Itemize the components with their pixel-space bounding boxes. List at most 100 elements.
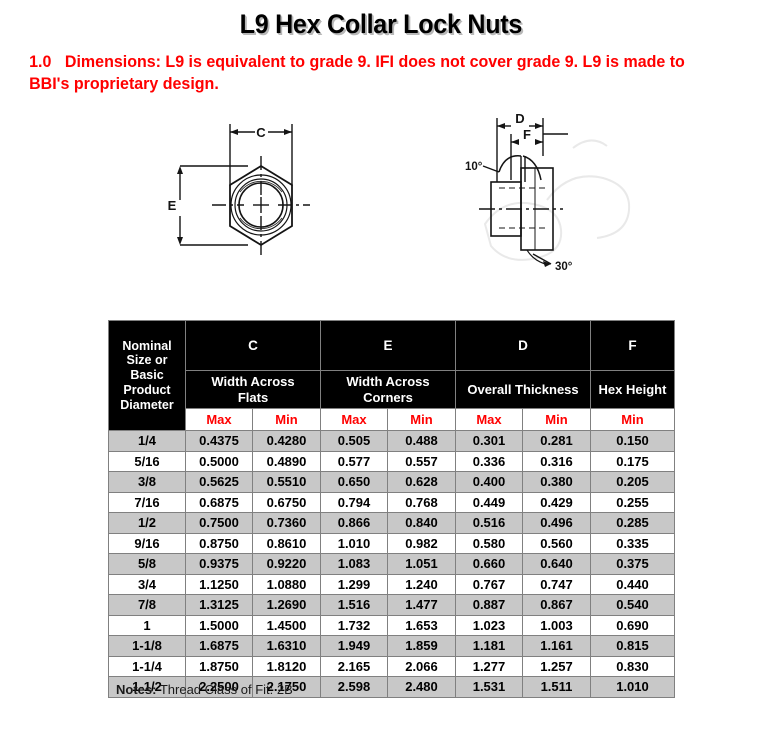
table-cell: 0.8750 xyxy=(185,532,253,554)
table-cell: 0.316 xyxy=(522,450,591,472)
header-e-max: Max xyxy=(320,408,388,431)
table-cell: 0.887 xyxy=(455,594,523,616)
cell-nominal-size: 1-1/8 xyxy=(108,635,186,657)
table-row: 3/4 1.1250 1.0880 1.299 1.240 0.767 0.747 0.440 xyxy=(108,573,675,595)
table-row: 1/4 0.4375 0.4280 0.505 0.488 0.301 0.281 0.150 xyxy=(108,430,675,452)
table-cell: 1.003 xyxy=(522,614,591,636)
table-header: Nominal Size or Basic Product Diameter C… xyxy=(108,320,675,431)
table-cell: 1.8750 xyxy=(185,655,253,677)
table-cell: 1.023 xyxy=(455,614,523,636)
table-cell: 0.866 xyxy=(320,512,388,534)
wa-corners-line1: Width Across xyxy=(346,373,430,389)
table-cell: 0.4375 xyxy=(185,430,253,452)
figure-group: C E xyxy=(0,104,761,289)
table-cell: 0.580 xyxy=(455,532,523,554)
table-cell: 2.2500 xyxy=(185,676,253,698)
header-c-max: Max xyxy=(185,408,253,431)
table-cell: 0.768 xyxy=(387,491,456,513)
table-cell: 0.5625 xyxy=(185,471,253,493)
table-row: 1 1.5000 1.4500 1.732 1.653 1.023 1.003 0.690 xyxy=(108,614,675,636)
table-cell: 0.577 xyxy=(320,450,388,472)
header-name-width-across-flats: Width Across Flats xyxy=(185,370,321,409)
cell-nominal-size: 7/16 xyxy=(108,491,186,513)
header-letter-c: C xyxy=(185,320,321,371)
table-cell: 0.488 xyxy=(387,430,456,452)
notes-text: Thread Class of Fit: 2B xyxy=(159,682,293,697)
table-row: 7/16 0.6875 0.6750 0.794 0.768 0.449 0.429 0.25… xyxy=(108,491,675,513)
table-row: 1-1/4 1.8750 1.8120 2.165 2.066 1.277 1.257 0.8… xyxy=(108,655,675,677)
table-cell: 0.4890 xyxy=(252,450,321,472)
table-cell: 0.7500 xyxy=(185,512,253,534)
table-cell: 0.255 xyxy=(590,491,675,513)
wa-flats-line1: Width Across xyxy=(211,373,295,389)
nominal-line-3: Basic xyxy=(130,368,164,383)
header-name-overall-thickness: Overall Thickness xyxy=(455,370,591,409)
intro-text: Dimensions: L9 is equivalent to grade 9.… xyxy=(29,53,685,93)
table-cell: 0.815 xyxy=(590,635,675,657)
table-cell: 1.083 xyxy=(320,553,388,575)
header-letter-e: E xyxy=(320,320,456,371)
specification-table: Nominal Size or Basic Product Diameter C… xyxy=(108,320,675,698)
notes-label: Notes: xyxy=(116,682,157,697)
header-letter-d: D xyxy=(455,320,591,371)
table-cell: 0.982 xyxy=(387,532,456,554)
cell-nominal-size: 3/4 xyxy=(108,573,186,595)
table-cell: 1.277 xyxy=(455,655,523,677)
figure-label-f: F xyxy=(523,127,531,142)
table-cell: 1.477 xyxy=(387,594,456,616)
table-cell: 0.747 xyxy=(522,573,591,595)
table-cell: 1.240 xyxy=(387,573,456,595)
table-cell: 0.640 xyxy=(522,553,591,575)
header-row-names: Width Across Flats Width Across Corners … xyxy=(109,370,675,409)
notes-line: Notes: Thread Class of Fit: 2B xyxy=(116,682,293,697)
table-cell: 1.6875 xyxy=(185,635,253,657)
table-cell: 0.285 xyxy=(590,512,675,534)
header-name-width-across-corners: Width Across Corners xyxy=(320,370,456,409)
nominal-line-4: Product xyxy=(123,382,171,397)
table-cell: 1.181 xyxy=(455,635,523,657)
table-cell: 0.375 xyxy=(590,553,675,575)
table-cell: 1.511 xyxy=(522,676,591,698)
table-cell: 0.9220 xyxy=(252,553,321,575)
specification-table-wrapper: Nominal Size or Basic Product Diameter C… xyxy=(108,320,675,698)
figure-label-c: C xyxy=(256,125,266,140)
table-cell: 1.051 xyxy=(387,553,456,575)
table-row: 1/2 0.7500 0.7360 0.866 0.840 0.516 0.496 0.285 xyxy=(108,512,675,534)
cell-nominal-size: 7/8 xyxy=(108,594,186,616)
table-cell: 0.690 xyxy=(590,614,675,636)
header-letter-f: F xyxy=(590,320,675,371)
cell-nominal-size: 1/2 xyxy=(108,512,186,534)
table-cell: 0.429 xyxy=(522,491,591,513)
hex-nut-top-view-figure: C E xyxy=(152,104,342,289)
table-row: 3/8 0.5625 0.5510 0.650 0.628 0.400 0.380 0.205 xyxy=(108,471,675,493)
header-name-hex-height: Hex Height xyxy=(590,370,675,409)
table-cell: 1.2690 xyxy=(252,594,321,616)
figure-label-e: E xyxy=(168,198,177,213)
table-cell: 0.660 xyxy=(455,553,523,575)
table-cell: 0.6750 xyxy=(252,491,321,513)
table-cell: 0.440 xyxy=(590,573,675,595)
table-cell: 2.066 xyxy=(387,655,456,677)
cell-nominal-size: 1/4 xyxy=(108,430,186,452)
table-cell: 0.380 xyxy=(522,471,591,493)
hex-nut-top-view-drawing: C E xyxy=(168,123,310,256)
table-cell: 0.540 xyxy=(590,594,675,616)
table-cell: 1.8120 xyxy=(252,655,321,677)
header-f-min: Min xyxy=(590,408,675,431)
table-cell: 1.653 xyxy=(387,614,456,636)
cell-nominal-size: 9/16 xyxy=(108,532,186,554)
table-cell: 1.161 xyxy=(522,635,591,657)
table-cell: 1.010 xyxy=(590,676,675,698)
header-nominal-size: Nominal Size or Basic Product Diameter xyxy=(108,320,186,431)
table-cell: 0.7360 xyxy=(252,512,321,534)
table-cell: 0.301 xyxy=(455,430,523,452)
table-cell: 0.5000 xyxy=(185,450,253,472)
header-d-min: Min xyxy=(522,408,591,431)
table-cell: 2.1750 xyxy=(252,676,321,698)
wa-flats-line2: Flats xyxy=(237,389,269,405)
table-cell: 1.859 xyxy=(387,635,456,657)
table-cell: 0.9375 xyxy=(185,553,253,575)
cell-nominal-size: 5/8 xyxy=(108,553,186,575)
page-title: L9 Hex Collar Lock Nuts xyxy=(239,9,522,39)
table-cell: 0.867 xyxy=(522,594,591,616)
